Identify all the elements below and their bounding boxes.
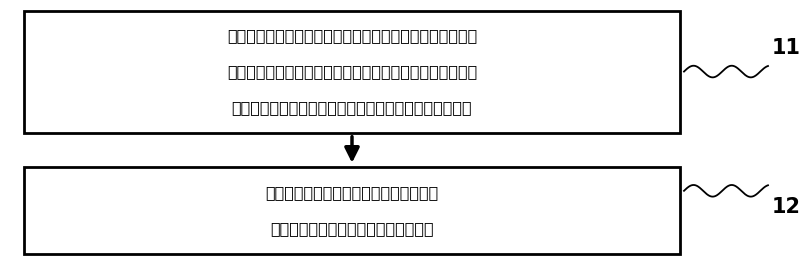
Text: ，把待测错误类型的检测标准描述为一定格式的配置文件: ，把待测错误类型的检测标准描述为一定格式的配置文件 [232,100,472,115]
Text: 错误类型，并根据待测错误类型的代码特征提取其检测标准: 错误类型，并根据待测错误类型的代码特征提取其检测标准 [227,64,477,79]
Bar [24,167,680,254]
Text: 根据待检测错误的类型，遍历所述配置文: 根据待检测错误的类型，遍历所述配置文 [266,185,438,200]
Text: 根据开发方提供的所述设计规范文件确定设计中容易出现的: 根据开发方提供的所述设计规范文件确定设计中容易出现的 [227,28,477,43]
Bar [24,11,680,132]
Text: 110: 110 [772,38,800,58]
Text: 件提取并存储待测错误类型的检测标准: 件提取并存储待测错误类型的检测标准 [270,221,434,236]
Text: 120: 120 [772,197,800,217]
